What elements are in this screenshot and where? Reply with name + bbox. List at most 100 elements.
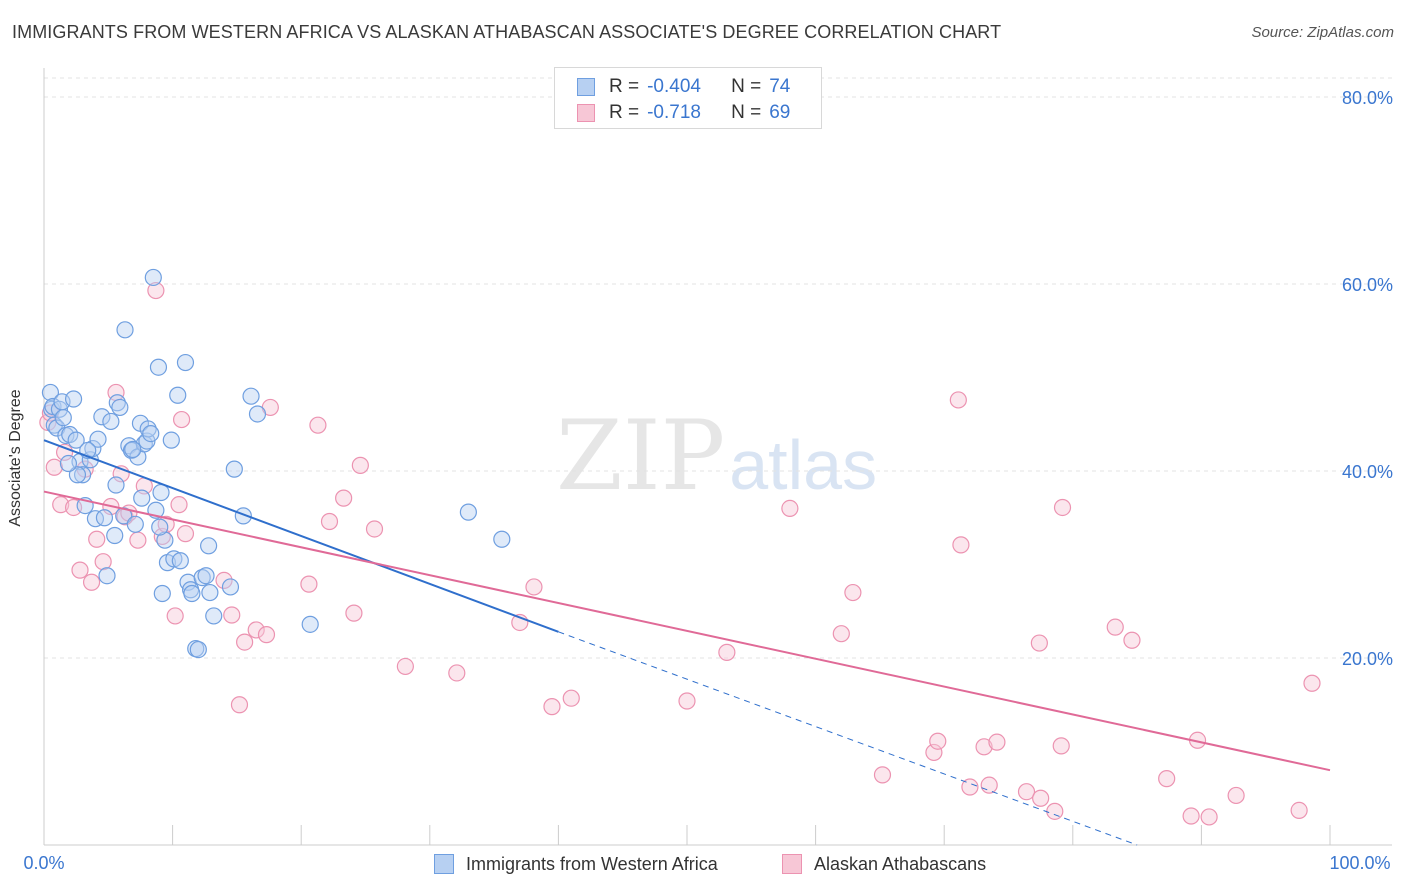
data-point-alaskan [448, 664, 466, 682]
series-alaskan-athabascans [39, 281, 1321, 826]
data-point-alaskan [223, 606, 241, 624]
data-point-western-africa [89, 430, 107, 448]
data-point-western-africa [183, 584, 201, 603]
data-point-western-africa [248, 405, 267, 423]
bottom-legend-blue: Immigrants from Western Africa [434, 852, 718, 876]
data-point-alaskan [320, 512, 339, 531]
data-point-western-africa [165, 550, 183, 568]
data-point-western-africa [153, 584, 171, 603]
correlation-legend: R = -0.404 N = 74 R = -0.718 N = 69 [554, 67, 822, 129]
legend-r-label: R = [609, 76, 640, 97]
data-point-western-africa [59, 454, 78, 473]
data-point-alaskan [873, 766, 892, 784]
data-point-alaskan [236, 633, 254, 651]
data-point-alaskan [247, 621, 265, 639]
data-point-western-africa [102, 412, 120, 431]
y-tick-label: 20.0% [1342, 649, 1393, 669]
data-point-alaskan [147, 281, 165, 300]
data-point-alaskan [980, 776, 998, 794]
bottom-legend-label-pink: Alaskan Athabascans [814, 853, 987, 874]
data-point-alaskan [525, 578, 543, 596]
axes [43, 68, 1392, 846]
data-point-western-africa [162, 431, 180, 449]
data-point-alaskan [1200, 808, 1218, 826]
legend-r-label: R = [609, 102, 640, 123]
data-point-western-africa [98, 567, 116, 585]
data-point-alaskan [925, 743, 943, 762]
data-point-alaskan [215, 571, 233, 589]
data-point-alaskan [396, 657, 414, 676]
data-point-alaskan [949, 391, 967, 409]
y-tick-label: 40.0% [1342, 462, 1393, 482]
series-immigrants-western-africa [41, 268, 511, 659]
data-point-alaskan [832, 625, 850, 643]
data-point-alaskan [309, 416, 327, 434]
data-point-western-africa [95, 509, 114, 527]
y-tick-label: 80.0% [1342, 88, 1393, 108]
y-axis-label: Associate's Degree [7, 389, 24, 527]
data-point-alaskan [1182, 807, 1200, 825]
data-point-western-africa [197, 567, 215, 585]
data-point-western-africa [225, 460, 243, 478]
trend-line-western-africa [43, 439, 559, 633]
legend-n-value: 74 [769, 76, 791, 97]
bottom-legend-swatch-blue [434, 854, 454, 874]
data-point-alaskan [1046, 802, 1064, 820]
legend-swatch-pink [577, 104, 595, 122]
data-point-alaskan [88, 530, 106, 548]
data-point-western-africa [73, 466, 92, 484]
data-point-western-africa [133, 489, 151, 507]
data-point-western-africa [64, 390, 83, 408]
data-point-alaskan [94, 553, 112, 571]
data-point-alaskan [844, 583, 862, 602]
legend-n-value: 69 [769, 102, 791, 123]
data-point-alaskan [718, 643, 736, 661]
y-tick-label: 60.0% [1342, 275, 1393, 295]
data-point-western-africa [93, 408, 111, 426]
data-point-western-africa [111, 398, 129, 417]
data-point-western-africa [171, 552, 189, 570]
legend-r-value: -0.404 [647, 76, 701, 97]
data-point-alaskan [71, 561, 89, 579]
legend-n-label: N = [731, 102, 762, 123]
x-tick-label: 0.0% [23, 853, 64, 873]
data-point-western-africa [106, 526, 124, 545]
data-point-western-africa [108, 394, 126, 412]
data-point-alaskan [351, 456, 369, 474]
data-point-western-africa [156, 531, 174, 549]
data-point-alaskan [257, 626, 276, 644]
data-point-western-africa [200, 537, 218, 555]
data-point-western-africa [107, 476, 125, 494]
data-point-western-africa [493, 530, 511, 548]
data-point-alaskan [1052, 737, 1070, 755]
data-point-alaskan [166, 607, 184, 625]
data-point-western-africa [68, 466, 87, 484]
data-point-alaskan [781, 499, 799, 517]
data-point-alaskan [988, 733, 1006, 751]
data-point-alaskan [335, 489, 353, 507]
data-point-alaskan [929, 732, 947, 750]
bottom-legend-pink: Alaskan Athabascans [782, 852, 986, 876]
data-point-western-africa [41, 383, 60, 402]
legend-swatch-blue [577, 78, 595, 96]
data-point-western-africa [126, 515, 144, 533]
trend-lines [43, 439, 1331, 846]
data-point-alaskan [300, 575, 318, 593]
chart-title: IMMIGRANTS FROM WESTERN AFRICA VS ALASKA… [12, 22, 1002, 42]
legend-row-blue: R = -0.404 N = 74 [577, 75, 790, 99]
data-point-alaskan [170, 496, 188, 514]
data-point-western-africa [124, 440, 142, 459]
watermark: ZIPatlas [556, 400, 877, 512]
watermark-zip: ZIP [556, 400, 726, 512]
data-point-alaskan [1227, 786, 1245, 805]
data-point-alaskan [129, 531, 147, 549]
trend-line-alaskan [43, 490, 1331, 772]
data-point-western-africa [54, 409, 72, 427]
data-point-alaskan [176, 525, 195, 543]
data-point-alaskan [1017, 783, 1036, 801]
data-point-alaskan [543, 698, 561, 716]
data-point-alaskan [1053, 498, 1072, 517]
legend-row-pink: R = -0.718 N = 69 [577, 101, 790, 125]
bottom-legend-swatch-pink [782, 854, 802, 874]
